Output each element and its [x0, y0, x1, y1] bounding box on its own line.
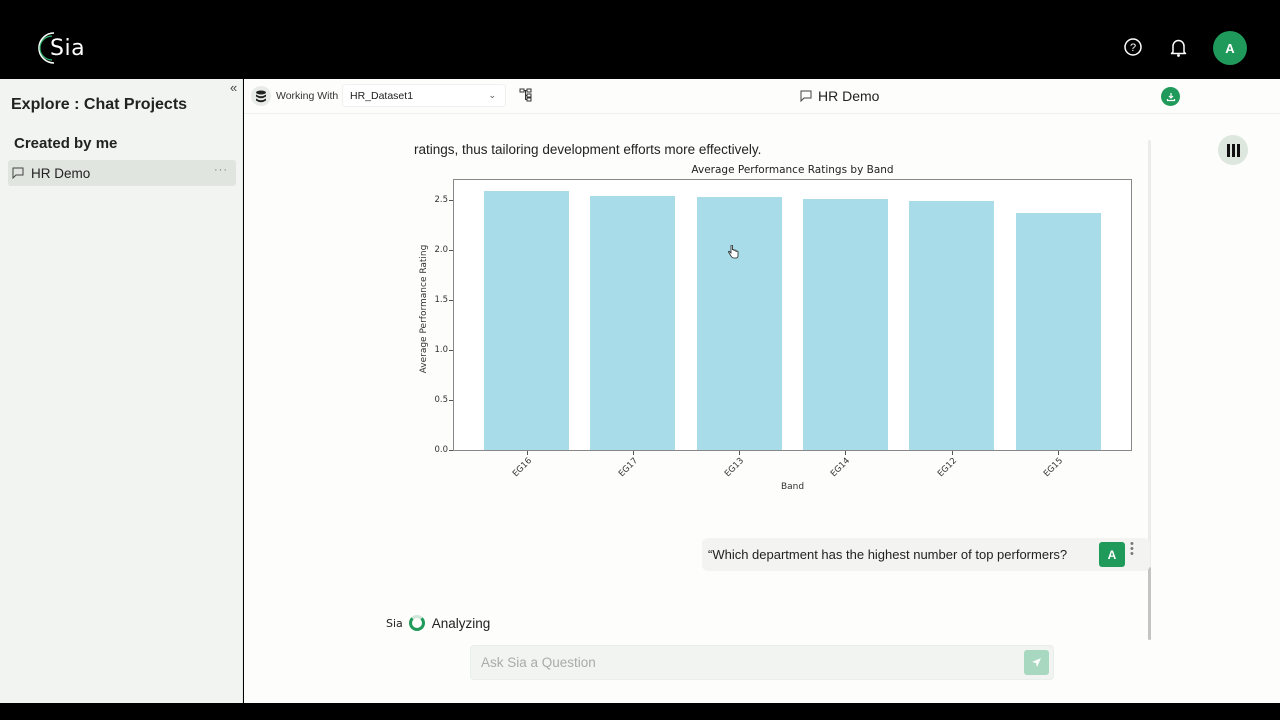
database-icon: [251, 86, 271, 106]
x-tick-label: EG16: [510, 456, 534, 480]
sidebar-section-created-by-me: Created by me: [14, 135, 118, 152]
columns-icon: [1226, 143, 1230, 157]
x-tick-mark: [632, 451, 634, 455]
columns-toggle-button[interactable]: [1218, 135, 1248, 165]
chart-x-axis-label: Band: [780, 482, 805, 492]
loading-spinner-icon: [408, 615, 425, 631]
chat-bubble-icon: [12, 167, 24, 179]
chat-title-text: HR Demo: [818, 88, 880, 104]
user-message-bubble: “Which department has the highest number…: [702, 538, 1150, 571]
chat-title: HR Demo: [800, 88, 879, 104]
sidebar-item-hr-demo[interactable]: HR Demo ···: [8, 160, 236, 186]
chart-y-axis-label: Average Performance Rating: [419, 244, 429, 374]
x-tick-mark: [526, 451, 528, 455]
download-button[interactable]: [1161, 87, 1180, 106]
columns-icon-bar: [1231, 143, 1235, 157]
bottom-bar: [0, 703, 1280, 720]
chart-plot-area: [453, 179, 1132, 451]
sidebar-item-label: HR Demo: [31, 165, 91, 181]
chart-bar-eg13: [696, 197, 782, 450]
sia-logo[interactable]: Sia: [38, 30, 85, 66]
top-navbar: Sia ? A: [0, 0, 1280, 79]
x-tick-mark: [845, 451, 847, 455]
more-options-icon[interactable]: ···: [214, 164, 228, 176]
x-tick-label: EG14: [829, 456, 853, 480]
mouse-hand-cursor-icon: [728, 245, 739, 259]
x-tick-mark: [951, 451, 953, 455]
message-options-icon[interactable]: • • •: [1130, 538, 1134, 560]
bell-icon[interactable]: [1169, 37, 1188, 58]
sidebar-title: Explore : Chat Projects: [11, 96, 188, 113]
chart-title: Average Performance Ratings by Band: [691, 164, 894, 176]
chart-bar-eg12: [909, 201, 995, 450]
chart-bar-eg16: [484, 191, 569, 450]
send-button[interactable]: [1024, 650, 1049, 675]
chat-scrollbar-thumb[interactable]: [1148, 567, 1151, 640]
chat-scrollbar-track[interactable]: [1148, 140, 1151, 640]
y-tick-mark: [449, 300, 453, 301]
x-tick-label: EG15: [1041, 456, 1066, 480]
main-panel: Working With HR_Dataset1 ⌄ HR Demo r: [244, 79, 1280, 703]
assistant-message-text: ratings, thus tailoring development effo…: [414, 142, 762, 157]
x-tick-label: EG13: [722, 456, 747, 480]
chart-bar-eg17: [590, 196, 676, 450]
chart-bar-eg14: [802, 199, 888, 450]
y-tick-label: 0.5: [434, 395, 448, 405]
download-icon: [1166, 92, 1175, 101]
collapse-sidebar-button[interactable]: «: [230, 80, 238, 95]
sidebar: « Explore : Chat Projects Created by me …: [0, 79, 243, 703]
send-icon: [1032, 658, 1041, 667]
logo-text: Sia: [50, 35, 86, 61]
analyzing-label: Analyzing: [431, 615, 491, 631]
y-tick-mark: [449, 200, 453, 201]
svg-text:?: ?: [1130, 42, 1136, 54]
x-tick-mark: [739, 451, 741, 455]
x-tick-mark: [1058, 451, 1059, 455]
ask-question-box: [470, 645, 1054, 680]
working-with-label: Working With: [276, 90, 339, 102]
y-tick-mark: [449, 250, 453, 251]
chat-toolbar: Working With HR_Dataset1 ⌄ HR Demo: [244, 79, 1280, 114]
y-tick-label: 1.5: [434, 295, 448, 305]
bar-chart: Average Performance Ratings by Band Aver…: [404, 159, 1144, 499]
schema-tree-icon[interactable]: [519, 88, 533, 102]
chart-bar-eg15: [1015, 213, 1101, 450]
columns-icon-bar: [1236, 143, 1240, 157]
help-icon[interactable]: ?: [1124, 38, 1142, 56]
y-tick-label: 2.5: [434, 195, 448, 205]
y-tick-mark: [449, 450, 453, 451]
user-message-avatar: A: [1099, 542, 1125, 567]
y-tick-mark: [449, 400, 453, 401]
x-tick-label: EG17: [616, 456, 640, 480]
y-tick-label: 1.0: [434, 345, 448, 355]
dataset-value: HR_Dataset1: [350, 89, 414, 102]
y-tick-label: 0.0: [434, 445, 448, 455]
user-avatar[interactable]: A: [1213, 31, 1247, 65]
y-tick-label: 2.0: [434, 245, 448, 255]
logo-arc-icon: [38, 32, 55, 64]
user-message-text: “Which department has the highest number…: [708, 547, 1068, 562]
y-tick-mark: [449, 350, 453, 351]
sia-mini-logo: Sia: [386, 616, 403, 630]
ask-question-input[interactable]: [471, 646, 1011, 679]
chat-bubble-icon: [800, 90, 812, 102]
chevron-down-icon: ⌄: [488, 90, 496, 100]
dataset-dropdown[interactable]: HR_Dataset1 ⌄: [342, 84, 506, 107]
analyzing-status: Sia Analyzing: [386, 615, 490, 631]
x-tick-label: EG12: [935, 456, 959, 480]
